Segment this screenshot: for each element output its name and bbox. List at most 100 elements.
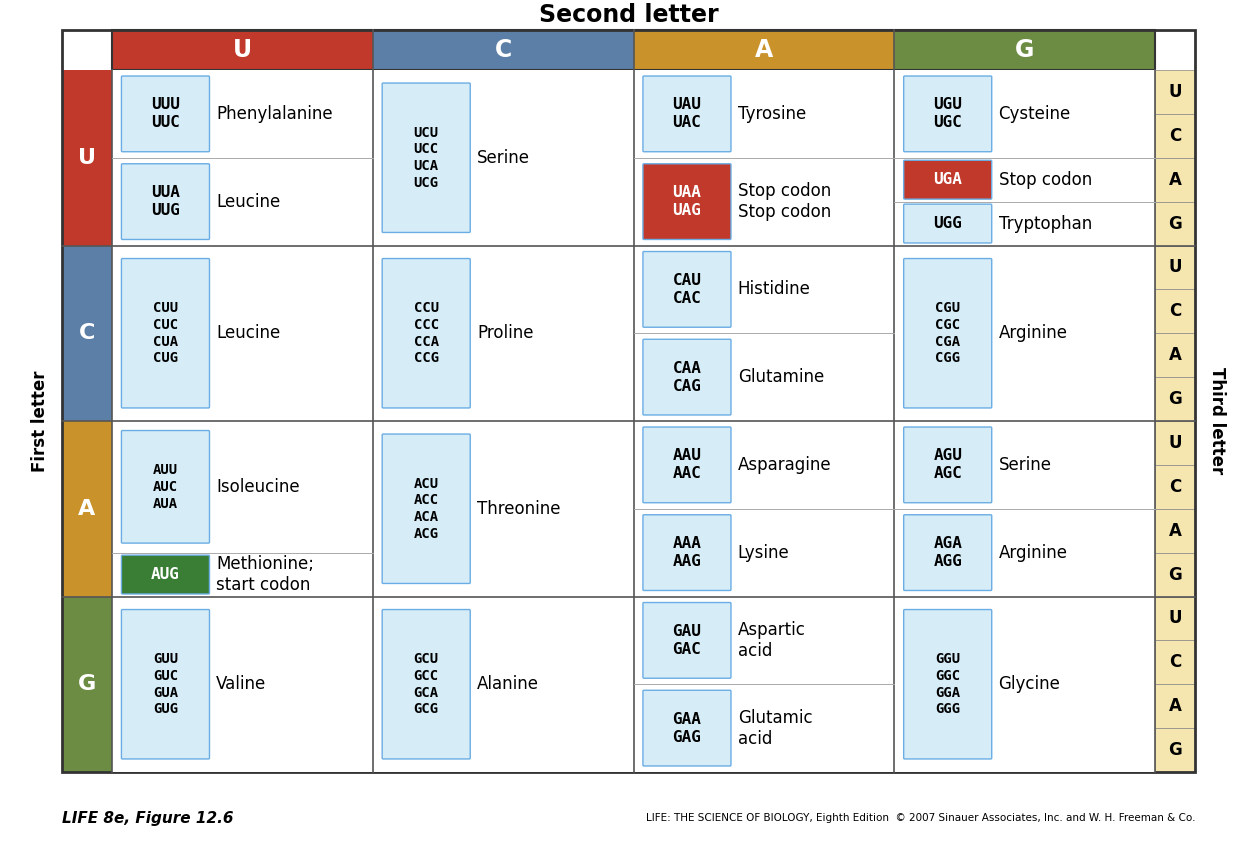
Bar <box>1154 245 1195 289</box>
Text: Glutamine: Glutamine <box>738 368 824 386</box>
Text: Cysteine: Cysteine <box>999 105 1070 123</box>
FancyBboxPatch shape <box>121 610 209 759</box>
Text: C: C <box>1169 126 1182 144</box>
FancyBboxPatch shape <box>643 76 730 151</box>
Bar <box>634 70 895 157</box>
Text: UAA
UAG: UAA UAG <box>672 185 701 218</box>
Bar <box>895 201 1154 245</box>
Bar <box>1154 553 1195 597</box>
Text: GUU
GUC
GUA
GUG: GUU GUC GUA GUG <box>153 652 178 716</box>
FancyBboxPatch shape <box>904 160 991 200</box>
Bar <box>895 421 1154 509</box>
Bar <box>1154 157 1195 201</box>
Bar <box>1154 641 1195 685</box>
Text: U: U <box>1168 83 1182 101</box>
Text: U: U <box>1168 259 1182 276</box>
Text: Arginine: Arginine <box>999 324 1068 342</box>
Bar <box>634 509 895 597</box>
Text: A: A <box>1168 347 1182 364</box>
Bar <box>895 245 1154 421</box>
Bar <box>895 597 1154 772</box>
Bar <box>62 421 112 597</box>
Text: CCU
CCC
CCA
CCG: CCU CCC CCA CCG <box>414 301 439 366</box>
Bar <box>1154 378 1195 421</box>
Bar <box>112 70 373 157</box>
Text: C: C <box>1169 303 1182 320</box>
Bar <box>112 245 373 421</box>
Text: G: G <box>1168 214 1182 232</box>
Text: A: A <box>1168 522 1182 540</box>
Text: AAA
AAG: AAA AAG <box>672 536 701 569</box>
Bar <box>373 30 634 70</box>
Bar <box>62 245 112 421</box>
FancyBboxPatch shape <box>382 83 470 232</box>
Text: Aspartic
acid: Aspartic acid <box>738 621 806 660</box>
Text: AUG: AUG <box>151 567 180 582</box>
Text: G: G <box>1168 390 1182 408</box>
FancyBboxPatch shape <box>121 163 209 239</box>
Bar <box>112 157 373 245</box>
Text: G: G <box>78 674 96 694</box>
Bar <box>62 70 112 245</box>
Bar <box>1154 465 1195 509</box>
Text: G: G <box>1168 566 1182 584</box>
Bar <box>634 245 895 333</box>
Text: Tryptophan: Tryptophan <box>999 214 1091 232</box>
Text: A: A <box>1168 697 1182 716</box>
Bar <box>373 597 634 772</box>
Text: U: U <box>1168 610 1182 628</box>
Text: A: A <box>755 38 772 62</box>
Text: Valine: Valine <box>216 675 267 693</box>
Text: First letter: First letter <box>31 371 49 472</box>
Bar <box>112 553 373 597</box>
Bar <box>373 70 634 245</box>
Text: Arginine: Arginine <box>999 544 1068 562</box>
Bar <box>112 597 373 772</box>
Bar <box>373 245 634 421</box>
Bar <box>895 70 1154 157</box>
Bar <box>634 333 895 421</box>
Text: LIFE 8e, Figure 12.6: LIFE 8e, Figure 12.6 <box>62 810 234 826</box>
FancyBboxPatch shape <box>121 259 209 408</box>
Bar <box>634 421 895 509</box>
Bar <box>112 421 373 553</box>
Bar <box>634 30 895 70</box>
Text: Phenylalanine: Phenylalanine <box>216 105 332 123</box>
Bar <box>634 597 895 685</box>
FancyBboxPatch shape <box>121 431 209 544</box>
Bar <box>634 157 895 245</box>
Text: C: C <box>79 323 95 343</box>
Text: Glutamic
acid: Glutamic acid <box>738 709 812 747</box>
Text: C: C <box>494 38 512 62</box>
Text: C: C <box>1169 478 1182 496</box>
FancyBboxPatch shape <box>904 204 991 243</box>
Text: ACU
ACC
ACA
ACG: ACU ACC ACA ACG <box>414 476 439 541</box>
Text: UGG: UGG <box>933 216 962 231</box>
Text: A: A <box>78 499 95 519</box>
Text: Isoleucine: Isoleucine <box>216 478 300 496</box>
Text: Stop codon
Stop codon: Stop codon Stop codon <box>738 182 831 221</box>
FancyBboxPatch shape <box>382 434 470 583</box>
Text: Proline: Proline <box>477 324 534 342</box>
FancyBboxPatch shape <box>643 515 730 591</box>
Text: UUU
UUC: UUU UUC <box>151 97 180 131</box>
Text: G: G <box>1168 741 1182 759</box>
FancyBboxPatch shape <box>643 427 730 503</box>
Text: GCU
GCC
GCA
GCG: GCU GCC GCA GCG <box>414 652 439 716</box>
Text: CAA
CAG: CAA CAG <box>672 360 701 394</box>
Text: Second letter: Second letter <box>539 3 718 27</box>
FancyBboxPatch shape <box>904 610 991 759</box>
FancyBboxPatch shape <box>904 515 991 591</box>
Bar <box>1154 685 1195 728</box>
Text: UGU
UGC: UGU UGC <box>933 97 962 131</box>
Text: A: A <box>1168 170 1182 188</box>
Bar <box>112 30 1154 70</box>
Bar <box>1154 289 1195 333</box>
Text: Tyrosine: Tyrosine <box>738 105 806 123</box>
Text: CAU
CAC: CAU CAC <box>672 273 701 306</box>
Bar <box>634 685 895 772</box>
Bar <box>1154 201 1195 245</box>
Bar <box>1154 597 1195 641</box>
Text: Leucine: Leucine <box>216 324 281 342</box>
Text: GAA
GAG: GAA GAG <box>672 711 701 745</box>
